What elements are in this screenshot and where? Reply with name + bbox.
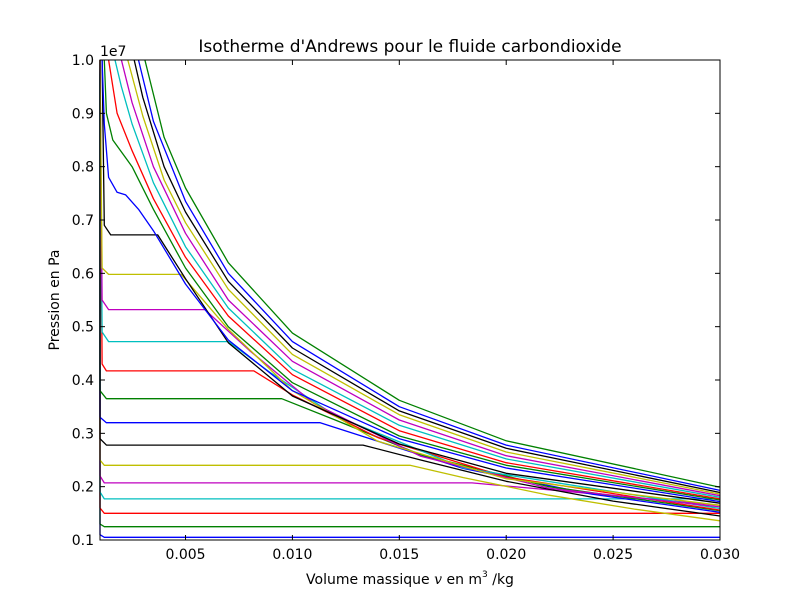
x-tick-label: 0.025 <box>593 547 633 563</box>
y-tick-label: 0.4 <box>72 373 94 389</box>
axes-frame <box>99 59 721 541</box>
x-tick-label: 0.020 <box>486 547 526 563</box>
isotherm-series-12 <box>99 59 721 508</box>
plot-area <box>100 60 720 540</box>
x-axis-label-mid: en m <box>442 572 482 588</box>
x-axis-label-var: v <box>434 572 442 588</box>
isotherm-series-22 <box>137 59 721 492</box>
x-tick-label: 0.010 <box>272 547 312 563</box>
chart-title: Isotherme d'Andrews pour le fluide carbo… <box>198 37 621 57</box>
isotherm-series-14 <box>101 59 721 504</box>
y-offset-label: 1e7 <box>100 44 126 60</box>
y-axis-label: Pression en Pa <box>47 250 63 351</box>
isotherm-series-13 <box>99 59 721 506</box>
x-tick-label: 0.005 <box>165 547 205 563</box>
y-tick-label: 0.2 <box>72 480 94 496</box>
isotherm-series-20 <box>127 59 721 495</box>
y-tick-label: 0.5 <box>72 320 94 336</box>
isotherm-series-15 <box>101 59 721 503</box>
isotherm-series-17 <box>107 59 721 500</box>
y-tick-label: 0.8 <box>72 160 94 176</box>
isotherm-series-21 <box>133 59 721 494</box>
y-tick-label: 0.9 <box>72 106 94 122</box>
x-axis-label-prefix: Volume massique <box>306 572 434 588</box>
x-axis-label: Volume massique v en m3 /kg <box>306 570 514 588</box>
y-tick-label: 0.1 <box>72 533 94 549</box>
y-tick-label: 1.0 <box>72 53 94 69</box>
isotherm-series-10 <box>99 59 721 511</box>
isotherm-series-6 <box>99 60 721 522</box>
x-tick-label: 0.030 <box>700 547 740 563</box>
x-axis-label-suffix: /kg <box>488 572 514 588</box>
isotherm-series-19 <box>120 59 721 497</box>
isotherm-series-18 <box>114 59 721 498</box>
y-tick-label: 0.6 <box>72 266 94 282</box>
x-axis-label-sup: 3 <box>482 570 488 580</box>
y-tick-label: 0.7 <box>72 213 94 229</box>
isotherm-series-23 <box>144 59 721 488</box>
x-tick-label: 0.015 <box>379 547 419 563</box>
y-tick-label: 0.3 <box>72 426 94 442</box>
isotherm-series-7 <box>99 60 721 517</box>
isotherm-series-16 <box>103 59 721 501</box>
tick-layer: 0.005 0.010 0.015 0.020 0.025 0.030 0.1 0.2 0.3 0… <box>72 53 740 563</box>
